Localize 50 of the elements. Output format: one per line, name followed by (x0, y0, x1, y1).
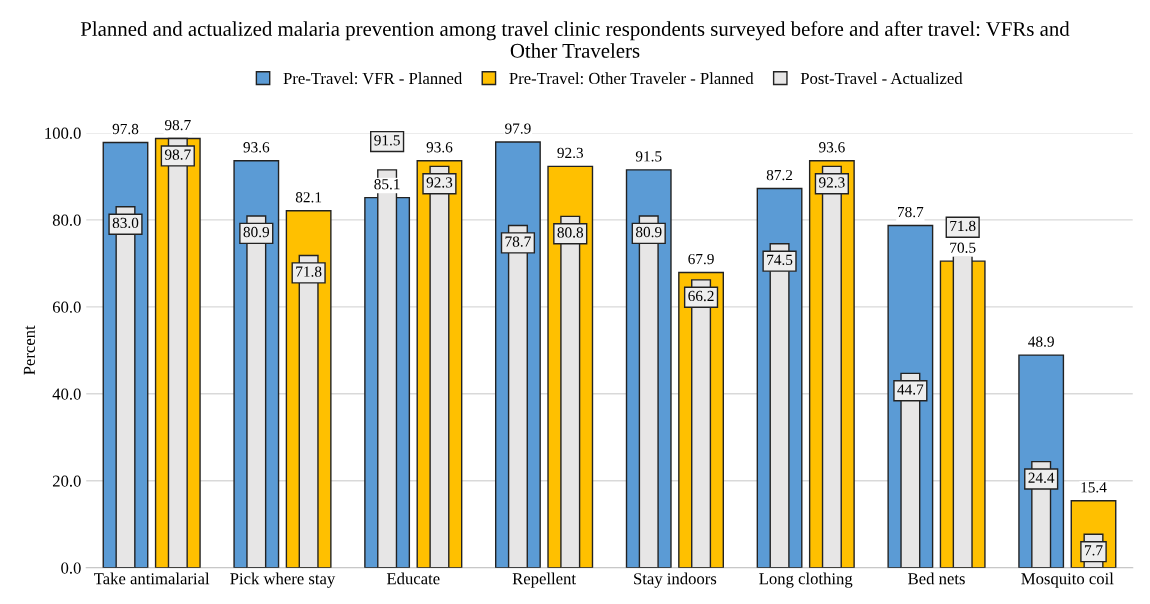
data-label: 97.8 (112, 123, 139, 135)
data-label: 70.5 (950, 242, 976, 253)
y-axis-title: Percent (23, 325, 35, 375)
data-label: 91.5 (635, 151, 662, 162)
y-tick-label: 40.0 (52, 388, 81, 400)
data-label: 83.0 (112, 217, 139, 229)
legend-label: Pre-Travel: Other Traveler - Planned (509, 72, 754, 85)
x-tick-label: Long clothing (759, 572, 853, 588)
data-label: 97.9 (505, 123, 531, 134)
data-label: 78.7 (505, 236, 531, 247)
data-label: 98.7 (164, 119, 191, 131)
data-label: 15.4 (1081, 482, 1107, 493)
chart-title: Planned and actualized malaria prevention among travel clinic respondents surveyed before and after travel: VFRs and Other Travelers (80, 21, 1070, 58)
data-label: 80.9 (635, 226, 662, 238)
x-tick-label: Bed nets (908, 572, 965, 585)
data-label: 74.5 (767, 254, 793, 266)
y-tick-label: 80.0 (52, 214, 81, 226)
data-label: 48.9 (1028, 336, 1054, 347)
data-label: 93.6 (243, 142, 270, 153)
data-label: 24.4 (1028, 472, 1055, 483)
x-tick-label: Take antimalarial (94, 572, 210, 585)
x-tick-label: Educate (386, 572, 440, 585)
data-label: 85.1 (374, 179, 400, 190)
y-tick-label: 60.0 (52, 301, 81, 313)
y-tick-label: 0.0 (61, 562, 81, 574)
legend-label: Pre-Travel: VFR - Planned (283, 72, 463, 85)
data-label: 92.3 (557, 147, 584, 159)
x-tick-label: Pick where stay (230, 572, 336, 588)
data-label: 71.8 (950, 220, 976, 232)
data-label: 71.8 (296, 266, 322, 277)
x-tick-label: Repellent (512, 572, 576, 588)
x-tick-label: Mosquito coil (1021, 572, 1114, 588)
data-label: 78.7 (898, 206, 924, 218)
data-label: 67.9 (688, 253, 714, 265)
data-label: 66.2 (688, 290, 714, 302)
data-label: 82.1 (295, 192, 322, 203)
y-tick-label: 100.0 (45, 127, 81, 139)
data-label: 93.6 (426, 142, 453, 153)
x-tick-label: Stay indoors (634, 572, 717, 588)
data-label: 92.3 (819, 177, 845, 188)
y-tick-label: 20.0 (52, 475, 81, 487)
data-label: 91.5 (374, 135, 400, 146)
data-label: 80.9 (243, 226, 270, 238)
data-label: 98.7 (164, 149, 191, 160)
data-label: 92.3 (426, 177, 453, 188)
legend-label: Post-Travel - Actualized (800, 72, 963, 85)
data-label: 44.7 (897, 384, 924, 395)
data-label: 87.2 (766, 169, 793, 181)
data-label: 93.6 (819, 142, 845, 153)
data-label: 80.8 (557, 227, 584, 238)
